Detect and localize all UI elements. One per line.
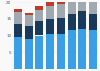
Bar (78, 0, 86, 12)
Bar (14, 37, 22, 69)
Bar (46, 2, 54, 6)
Bar (68, 14, 76, 30)
Bar (57, 4, 65, 18)
Bar (89, 14, 97, 30)
Bar (25, 13, 33, 15)
Bar (68, 30, 76, 69)
Bar (68, 0, 76, 14)
Bar (35, 6, 43, 10)
Bar (57, 34, 65, 69)
Bar (35, 22, 43, 36)
Bar (78, 12, 86, 29)
Bar (14, 24, 22, 37)
Bar (35, 36, 43, 69)
Bar (14, 9, 22, 12)
Bar (78, 29, 86, 69)
Bar (25, 15, 33, 26)
Bar (46, 6, 54, 19)
Bar (14, 12, 22, 24)
Bar (89, 30, 97, 69)
Bar (57, 18, 65, 34)
Bar (25, 26, 33, 39)
Bar (46, 34, 54, 69)
Bar (57, 0, 65, 4)
Bar (89, 0, 97, 14)
Bar (25, 39, 33, 69)
Bar (35, 10, 43, 22)
Bar (46, 19, 54, 34)
